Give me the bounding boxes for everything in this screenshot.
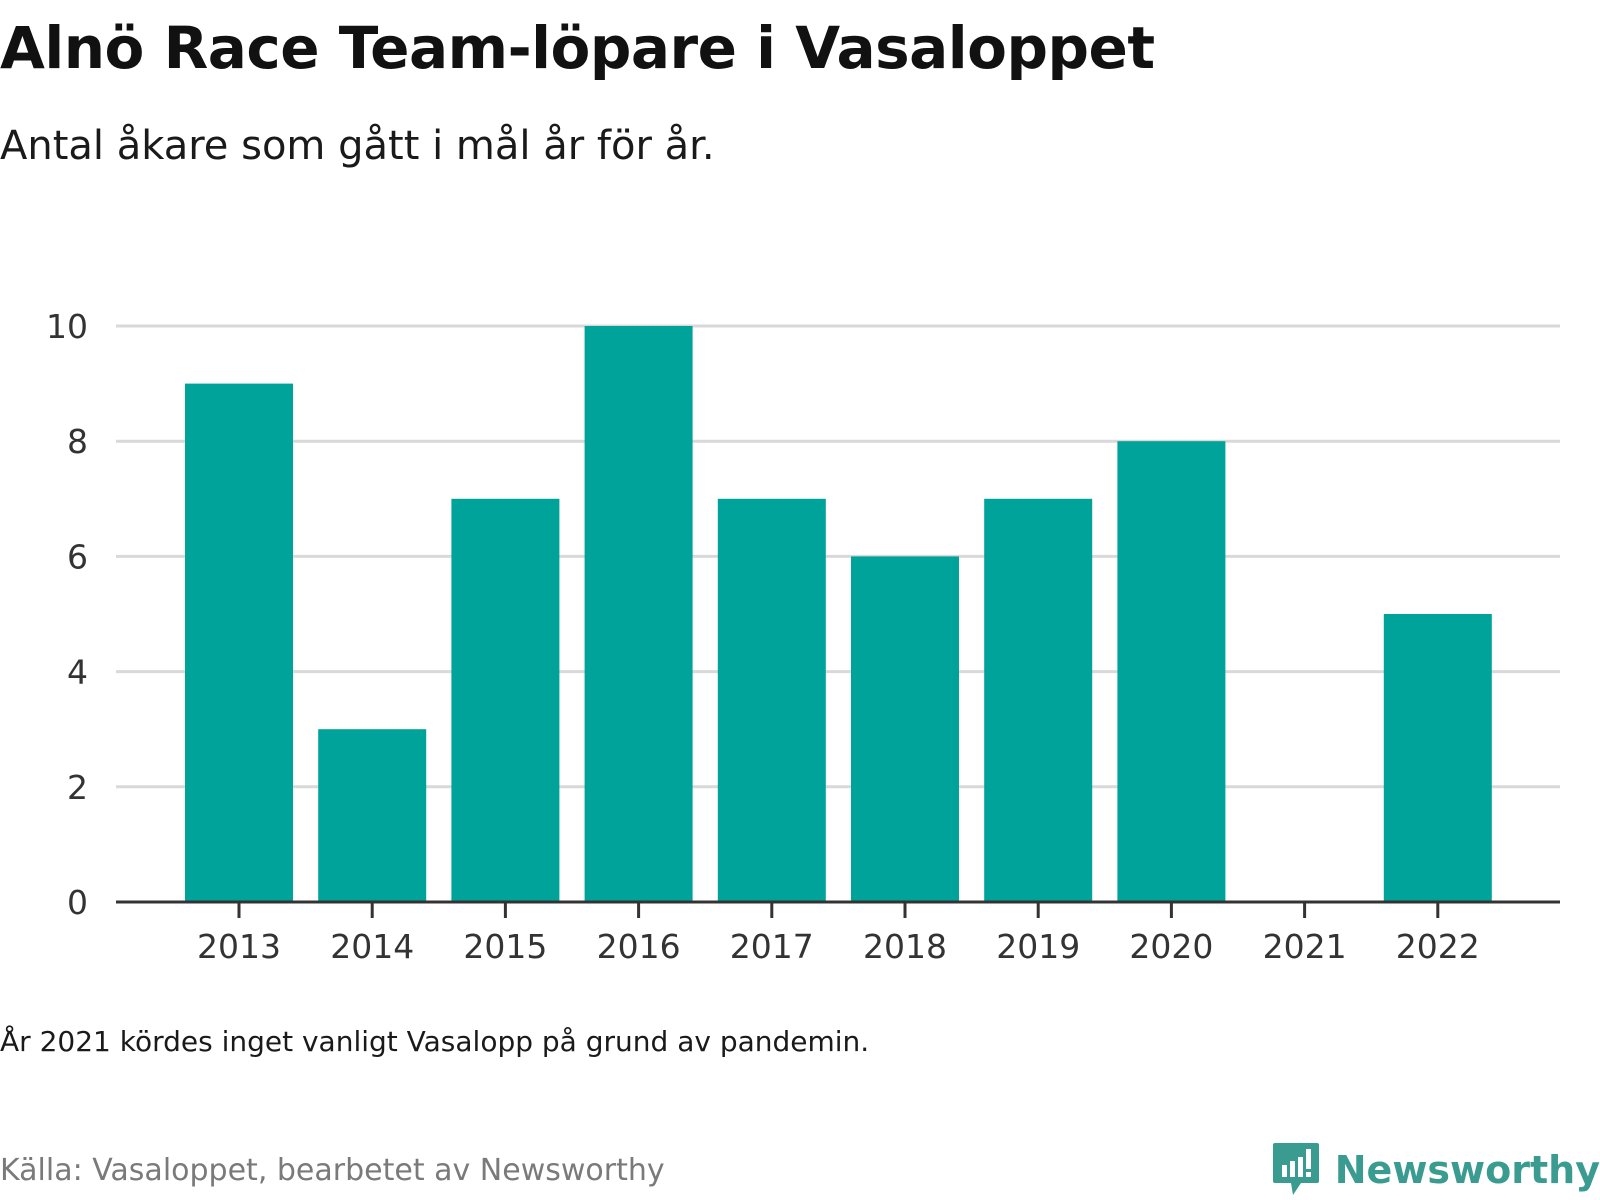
bar-2022	[1383, 614, 1492, 902]
x-tick-label: 2016	[597, 927, 681, 966]
bar-2018	[851, 556, 959, 902]
y-tick-label: 10	[46, 307, 88, 346]
bar-2020	[1117, 441, 1226, 902]
bar-2014	[318, 729, 427, 902]
bar-2016	[584, 326, 693, 902]
y-tick-label: 6	[67, 537, 88, 576]
x-tick-label: 2021	[1263, 927, 1347, 966]
brand-logo-group: Newsworthy	[1271, 1140, 1600, 1200]
x-axis-ticks: 2013 2014 2015 2016 2017 2018 2019 2020 2021 2022	[197, 927, 1480, 966]
x-tick-label: 2020	[1129, 927, 1213, 966]
chart-footnote: År 2021 kördes inget vanligt Vasalopp på…	[0, 1025, 870, 1058]
bar-2017	[717, 498, 826, 902]
x-tick-label: 2014	[330, 927, 414, 966]
bar-chart: 0 2 4 6 8 10 2013 2014 2015 2016 2017 2018 2019 2020…	[46, 307, 1560, 966]
source-credit: Källa: Vasaloppet, bearbetet av Newswort…	[0, 1153, 665, 1188]
bar-2015	[451, 498, 560, 902]
y-axis-ticks: 0 2 4 6 8 10	[46, 307, 88, 922]
chart-subtitle: Antal åkare som gått i mål år för år.	[0, 123, 715, 169]
brand-name: Newsworthy	[1334, 1148, 1600, 1192]
x-tick-label: 2015	[463, 927, 547, 966]
x-axis	[116, 900, 1560, 918]
x-tick-label: 2019	[996, 927, 1080, 966]
y-tick-label: 2	[67, 768, 88, 807]
bars	[185, 326, 1492, 903]
x-tick-label: 2013	[197, 927, 281, 966]
chart-title: Alnö Race Team-löpare i Vasaloppet	[0, 14, 1155, 82]
bar-chart-speech-bubble-icon	[1272, 1143, 1319, 1195]
y-tick-label: 4	[67, 653, 88, 692]
y-tick-label: 0	[67, 883, 88, 922]
bar-2019	[984, 498, 1093, 902]
bar-2013	[185, 383, 293, 903]
gridlines	[116, 324, 1560, 789]
x-tick-label: 2017	[730, 927, 814, 966]
y-tick-label: 8	[67, 422, 88, 461]
x-tick-label: 2022	[1396, 927, 1480, 966]
x-tick-label: 2018	[863, 927, 947, 966]
